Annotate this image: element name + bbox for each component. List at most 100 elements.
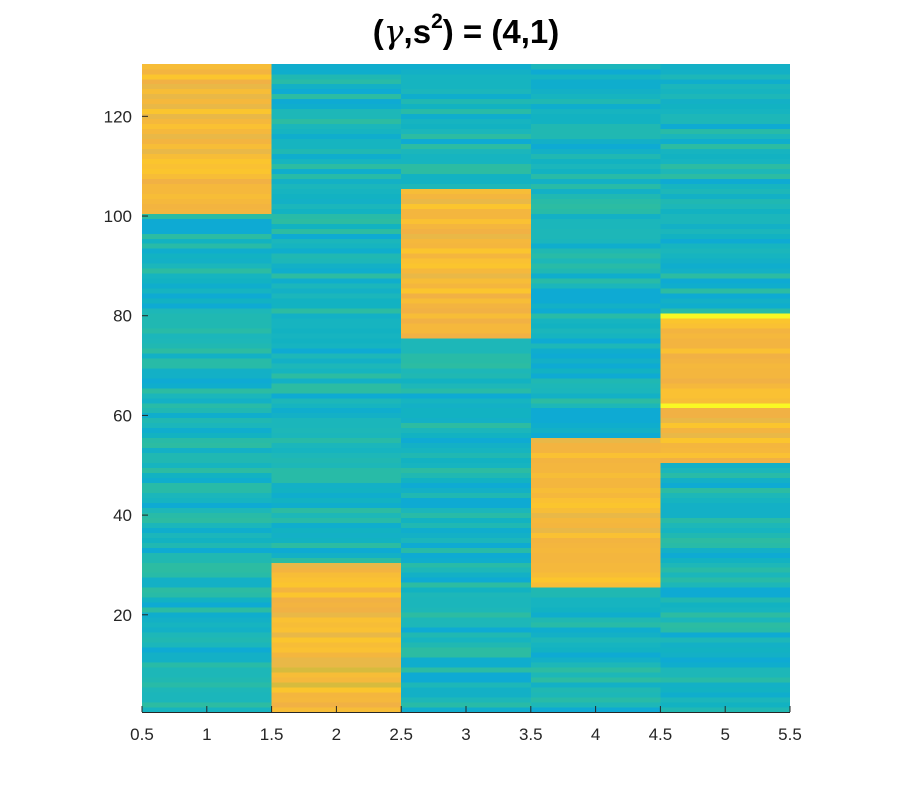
heatmap-cell bbox=[530, 392, 661, 399]
heatmap-cell bbox=[401, 432, 531, 439]
heatmap-cell bbox=[530, 652, 661, 658]
heatmap-cell bbox=[530, 527, 661, 533]
heatmap-cell bbox=[271, 672, 402, 678]
heatmap-cell bbox=[271, 193, 402, 199]
heatmap-cell bbox=[530, 93, 661, 100]
heatmap-cell bbox=[271, 353, 402, 359]
heatmap-cell bbox=[142, 397, 272, 404]
heatmap-cell bbox=[530, 632, 661, 638]
heatmap-cell bbox=[142, 233, 272, 239]
heatmap-cell bbox=[530, 607, 661, 613]
x-tick-label: 5 bbox=[720, 725, 729, 744]
heatmap-cell bbox=[271, 602, 402, 608]
heatmap-cell bbox=[660, 323, 790, 329]
heatmap-cell bbox=[660, 98, 790, 105]
heatmap-cell bbox=[401, 587, 531, 593]
heatmap-cell bbox=[271, 138, 402, 145]
heatmap-cell bbox=[660, 188, 790, 194]
heatmap-cell bbox=[530, 288, 661, 294]
heatmap-cell bbox=[530, 542, 661, 548]
heatmap-cell bbox=[271, 472, 402, 479]
heatmap-cell bbox=[142, 607, 272, 613]
heatmap-cell bbox=[271, 502, 402, 508]
heatmap-cell bbox=[530, 78, 661, 85]
heatmap-cell bbox=[142, 512, 272, 518]
heatmap-cell bbox=[271, 268, 402, 274]
heatmap-cell bbox=[660, 343, 790, 349]
heatmap-cell bbox=[401, 427, 531, 434]
heatmap-cell bbox=[530, 218, 661, 224]
heatmap-cell bbox=[401, 278, 531, 284]
heatmap-cell bbox=[142, 392, 272, 399]
heatmap-cell bbox=[660, 657, 790, 663]
heatmap-cell bbox=[401, 198, 531, 204]
heatmap-cell bbox=[271, 587, 402, 593]
heatmap-cell bbox=[660, 677, 790, 683]
heatmap-cell bbox=[530, 562, 661, 568]
heatmap-cell bbox=[142, 223, 272, 229]
heatmap-cell bbox=[271, 577, 402, 583]
heatmap-cell bbox=[660, 93, 790, 100]
heatmap-cell bbox=[530, 383, 661, 389]
heatmap-cell bbox=[660, 388, 790, 394]
heatmap-cell bbox=[271, 258, 402, 264]
heatmap-cell bbox=[271, 158, 402, 164]
heatmap-cell bbox=[401, 527, 531, 533]
heatmap-cell bbox=[401, 268, 531, 274]
heatmap-cell bbox=[401, 378, 531, 384]
heatmap-cell bbox=[401, 153, 531, 160]
heatmap-cell bbox=[401, 567, 531, 573]
heatmap-cell bbox=[401, 692, 531, 698]
heatmap-cell bbox=[530, 223, 661, 229]
heatmap-cell bbox=[401, 318, 531, 324]
heatmap-cell bbox=[271, 517, 402, 523]
heatmap-cell bbox=[401, 283, 531, 289]
heatmap-cell bbox=[142, 348, 272, 354]
heatmap-cell bbox=[142, 462, 272, 469]
heatmap-cell bbox=[530, 692, 661, 698]
heatmap-cell bbox=[660, 238, 790, 244]
heatmap-cell bbox=[401, 323, 531, 329]
heatmap-cell bbox=[530, 228, 661, 234]
heatmap-cell bbox=[530, 512, 661, 518]
heatmap-cell bbox=[271, 562, 402, 568]
heatmap-cell bbox=[271, 547, 402, 553]
heatmap-cell bbox=[271, 647, 402, 653]
heatmap-cell bbox=[142, 173, 272, 179]
heatmap-cell bbox=[660, 492, 790, 498]
heatmap-cell bbox=[660, 378, 790, 384]
heatmap-cell bbox=[142, 358, 272, 364]
heatmap-cell bbox=[142, 148, 272, 155]
heatmap-cell bbox=[401, 348, 531, 354]
heatmap-cell bbox=[401, 547, 531, 553]
heatmap-cell bbox=[142, 163, 272, 169]
heatmap-cell bbox=[660, 338, 790, 344]
heatmap-cell bbox=[530, 128, 661, 135]
heatmap-cell bbox=[660, 348, 790, 354]
heatmap-cell bbox=[660, 597, 790, 603]
heatmap-cell bbox=[142, 402, 272, 409]
heatmap-cell bbox=[271, 64, 402, 70]
heatmap-cell bbox=[142, 168, 272, 174]
heatmap-cell bbox=[660, 138, 790, 145]
heatmap-cell bbox=[401, 383, 531, 389]
heatmap-cell bbox=[142, 243, 272, 249]
heatmap-cell bbox=[530, 627, 661, 633]
heatmap-cell bbox=[530, 358, 661, 364]
heatmap-cell bbox=[271, 143, 402, 150]
heatmap-cell bbox=[401, 662, 531, 668]
heatmap-cell bbox=[660, 298, 790, 304]
heatmap-cell bbox=[142, 78, 272, 85]
heatmap-cell bbox=[271, 642, 402, 648]
heatmap-cell bbox=[401, 208, 531, 214]
heatmap-cell bbox=[271, 288, 402, 294]
heatmap-cell bbox=[271, 447, 402, 454]
heatmap-cell bbox=[271, 98, 402, 105]
heatmap-cell bbox=[142, 507, 272, 513]
heatmap-cell bbox=[660, 392, 790, 399]
heatmap-cell bbox=[142, 527, 272, 533]
heatmap-cell bbox=[660, 288, 790, 294]
heatmap-cell bbox=[142, 303, 272, 309]
heatmap-cell bbox=[142, 687, 272, 693]
heatmap-cell bbox=[401, 622, 531, 628]
